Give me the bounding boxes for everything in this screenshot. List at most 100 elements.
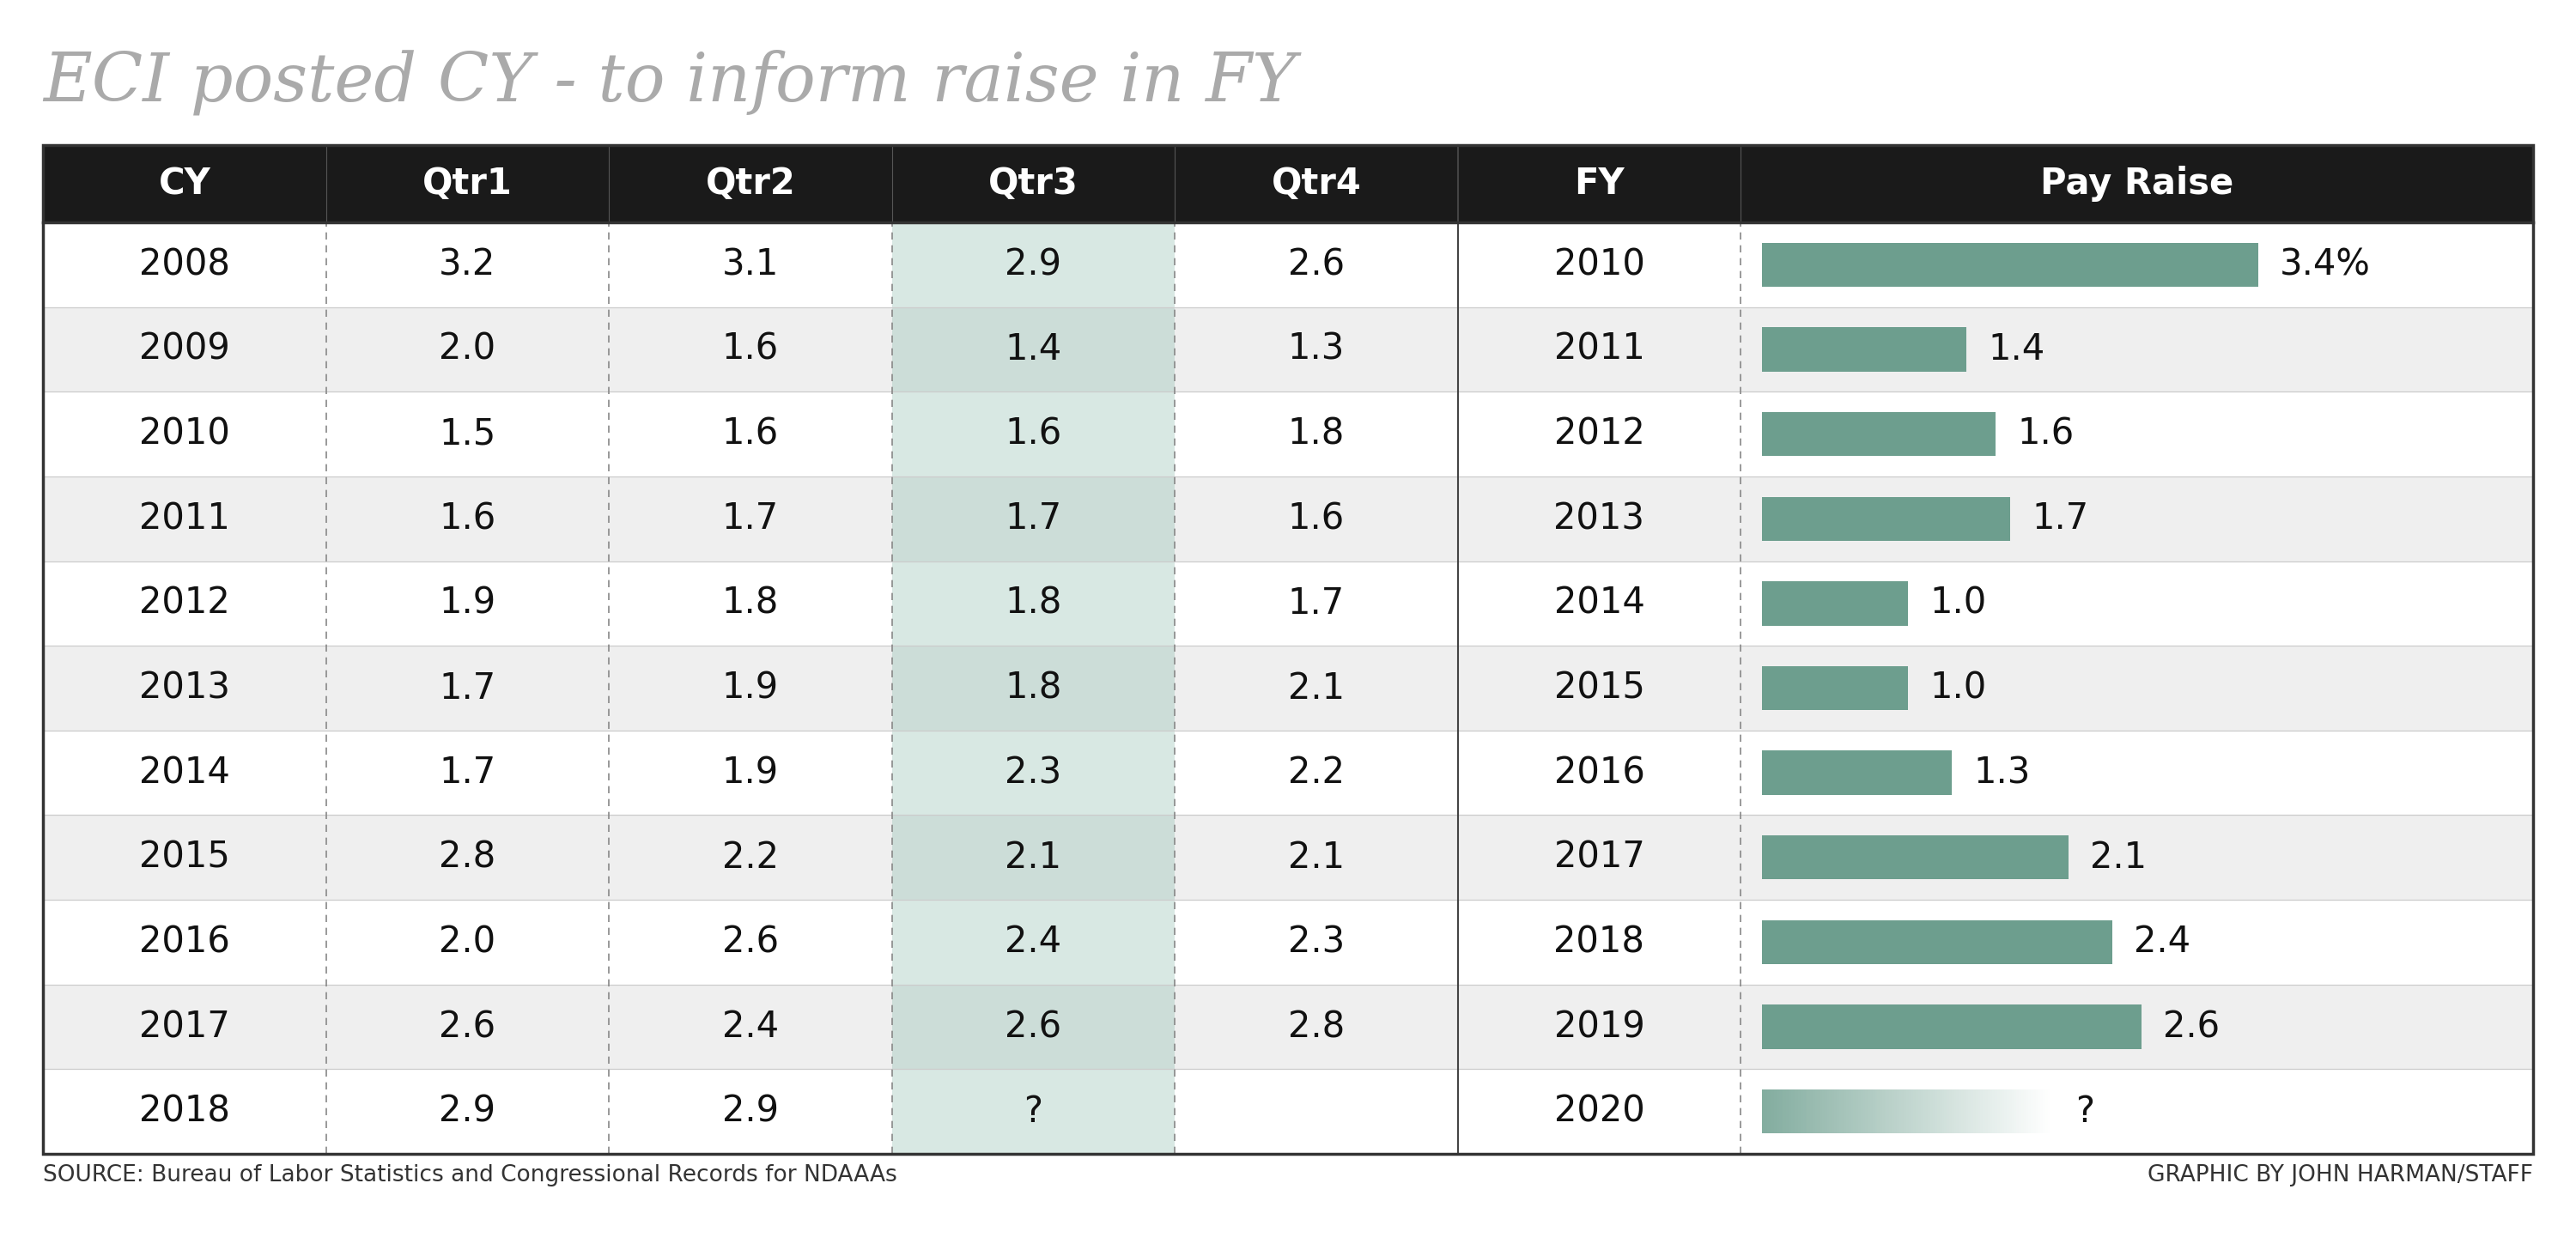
Text: 2.9: 2.9 <box>438 1093 495 1130</box>
Bar <box>1821 1090 1826 1133</box>
Bar <box>1741 815 2532 899</box>
Text: 2.1: 2.1 <box>1288 671 1345 707</box>
Bar <box>1860 1090 1865 1133</box>
Bar <box>608 561 891 646</box>
Bar <box>1950 1090 1953 1133</box>
Text: 2.6: 2.6 <box>1288 246 1345 282</box>
Bar <box>1991 1090 1996 1133</box>
Bar <box>327 730 608 815</box>
Bar <box>1989 1090 1991 1133</box>
Bar <box>891 476 1175 561</box>
Bar <box>1458 730 1741 815</box>
Bar <box>1775 1090 1777 1133</box>
Bar <box>1955 1090 1960 1133</box>
Bar <box>1741 1069 2532 1154</box>
Bar <box>1971 1090 1973 1133</box>
Bar <box>1762 496 2009 541</box>
Bar <box>44 899 327 984</box>
Bar <box>44 646 327 730</box>
Text: 2009: 2009 <box>139 331 229 367</box>
Bar <box>1458 815 1741 899</box>
Bar <box>2002 1090 2004 1133</box>
Text: 1.7: 1.7 <box>438 671 495 707</box>
Bar <box>2045 1090 2048 1133</box>
Text: 2.9: 2.9 <box>721 1093 778 1130</box>
Bar <box>1175 984 1458 1069</box>
Bar <box>1816 1090 1819 1133</box>
Text: 2.1: 2.1 <box>1288 840 1345 876</box>
Bar <box>2038 1090 2040 1133</box>
Bar <box>1458 1069 1741 1154</box>
Bar <box>608 646 891 730</box>
Bar <box>608 476 891 561</box>
Bar <box>44 561 327 646</box>
Text: 2013: 2013 <box>139 671 229 707</box>
Text: 2011: 2011 <box>1553 331 1643 367</box>
Text: 1.4: 1.4 <box>1005 331 1061 367</box>
Bar <box>1917 1090 1919 1133</box>
Bar <box>1783 1090 1785 1133</box>
Text: Qtr2: Qtr2 <box>706 165 796 202</box>
Text: 2.4: 2.4 <box>1005 924 1061 960</box>
Bar <box>44 476 327 561</box>
Bar <box>1741 476 2532 561</box>
Bar <box>1175 392 1458 476</box>
Bar <box>1762 836 2069 880</box>
Text: 1.6: 1.6 <box>1005 415 1061 452</box>
Text: SOURCE: Bureau of Labor Statistics and Congressional Records for NDAAAs: SOURCE: Bureau of Labor Statistics and C… <box>44 1164 896 1187</box>
Text: 2020: 2020 <box>1553 1093 1643 1130</box>
Text: 1.4: 1.4 <box>1989 331 2045 367</box>
Bar <box>44 307 327 392</box>
Bar <box>1762 751 1953 795</box>
Bar <box>44 1069 327 1154</box>
Bar <box>1762 412 1996 457</box>
Bar <box>2012 1090 2014 1133</box>
Bar <box>1862 1090 1865 1133</box>
Text: 2.3: 2.3 <box>1288 924 1345 960</box>
Text: ECI posted CY - to inform raise in FY: ECI posted CY - to inform raise in FY <box>44 50 1296 114</box>
Bar <box>1906 1090 1909 1133</box>
Bar <box>1832 1090 1834 1133</box>
Text: 1.3: 1.3 <box>1973 755 2030 791</box>
Bar <box>891 1069 1175 1154</box>
Bar <box>1834 1090 1837 1133</box>
Text: 3.4%: 3.4% <box>2280 246 2370 282</box>
Text: 2016: 2016 <box>139 924 229 960</box>
Bar <box>1929 1090 1935 1133</box>
Bar <box>2017 1090 2020 1133</box>
Text: 1.0: 1.0 <box>1929 671 1986 707</box>
Bar <box>1762 1090 1765 1133</box>
Bar <box>608 899 891 984</box>
Bar <box>2014 1090 2017 1133</box>
Bar <box>1741 392 2532 476</box>
Bar <box>1893 1090 1899 1133</box>
Text: Pay Raise: Pay Raise <box>2040 165 2233 202</box>
Bar <box>1814 1090 1816 1133</box>
Bar <box>2009 1090 2012 1133</box>
Bar <box>1896 1090 1899 1133</box>
Bar <box>1868 1090 1870 1133</box>
Bar <box>44 730 327 815</box>
Bar <box>891 984 1175 1069</box>
Bar <box>1801 1090 1803 1133</box>
Bar <box>1927 1090 1932 1133</box>
Text: Qtr3: Qtr3 <box>989 165 1079 202</box>
Bar <box>1888 1090 1893 1133</box>
Text: 2.6: 2.6 <box>1005 1009 1061 1045</box>
Bar <box>1175 646 1458 730</box>
Bar <box>1175 899 1458 984</box>
Bar <box>1981 1090 1984 1133</box>
Text: 1.8: 1.8 <box>1005 671 1061 707</box>
Bar <box>891 730 1175 815</box>
Bar <box>327 392 608 476</box>
Bar <box>2007 1090 2009 1133</box>
Bar <box>1978 1090 1981 1133</box>
Bar <box>1790 1090 1795 1133</box>
Bar <box>1824 1090 1829 1133</box>
Bar <box>1741 646 2532 730</box>
Bar <box>1911 1090 1914 1133</box>
Bar <box>1741 307 2532 392</box>
Text: 1.7: 1.7 <box>2032 501 2089 536</box>
Bar <box>1458 561 1741 646</box>
Bar <box>1960 1090 1965 1133</box>
